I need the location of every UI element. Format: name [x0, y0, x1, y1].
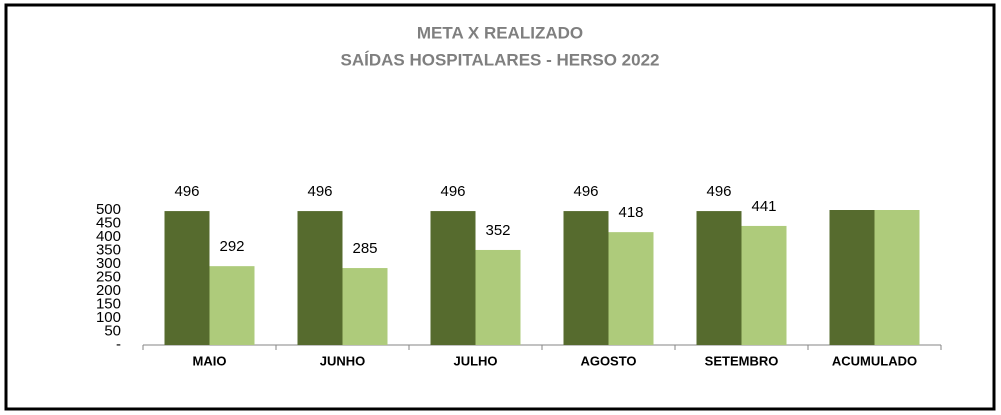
bar — [297, 211, 343, 345]
bar — [829, 210, 875, 345]
data-label: 352 — [485, 222, 510, 239]
data-label: 285 — [352, 240, 377, 257]
y-tick-label: 500 — [96, 201, 121, 218]
data-label: 496 — [440, 183, 465, 200]
x-tick-label: JUNHO — [320, 353, 366, 368]
data-label: 496 — [573, 183, 598, 200]
x-tick-label: JULHO — [453, 353, 497, 368]
y-tick-label: 150 — [96, 295, 121, 312]
bar — [164, 211, 210, 345]
bar — [475, 249, 521, 345]
bar — [608, 232, 654, 345]
x-tick-label: AGOSTO — [580, 353, 636, 368]
chart-title: META X REALIZADO — [417, 23, 583, 42]
data-label: 496 — [706, 183, 731, 200]
y-tick-label: 450 — [96, 214, 121, 231]
y-tick-label: 250 — [96, 268, 121, 285]
bar — [874, 210, 920, 345]
x-tick-label: ACUMULADO — [832, 353, 917, 368]
bar — [342, 268, 388, 345]
y-tick-label: 300 — [96, 255, 121, 272]
y-tick-label: 50 — [104, 322, 121, 339]
y-tick-label: 350 — [96, 241, 121, 258]
bar — [563, 211, 609, 345]
data-label: 292 — [219, 238, 244, 255]
bar — [209, 266, 255, 345]
bar — [430, 211, 476, 345]
data-label: 441 — [751, 198, 776, 215]
data-label: 496 — [307, 183, 332, 200]
chart-subtitle: SAÍDAS HOSPITALARES - HERSO 2022 — [341, 50, 660, 69]
data-label: 496 — [174, 183, 199, 200]
x-tick-label: MAIO — [193, 353, 227, 368]
data-label: 418 — [618, 204, 643, 221]
y-tick-label: 400 — [96, 228, 121, 245]
bar — [696, 211, 742, 345]
y-tick-label: 100 — [96, 309, 121, 326]
x-tick-label: SETEMBRO — [705, 353, 779, 368]
y-tick-label: - — [116, 336, 121, 353]
bar — [741, 225, 787, 345]
y-tick-label: 200 — [96, 282, 121, 299]
